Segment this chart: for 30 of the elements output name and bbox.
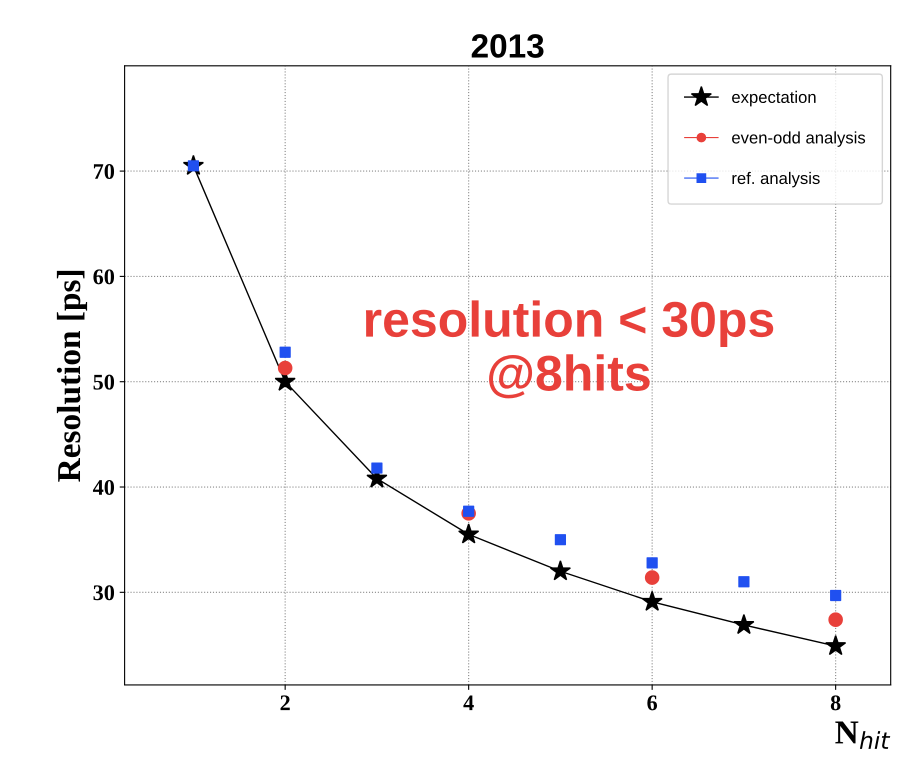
y-tick-label: 30 [93,585,114,600]
legend-label: expectation [732,90,816,106]
x-tick-label: 4 [463,696,474,710]
point [550,560,572,580]
point [644,570,660,585]
annotation: resolution < 30ps @8hits [366,300,774,398]
point [371,462,383,474]
y-tick-label: 70 [94,164,114,180]
x-tick-label: 2 [280,695,290,710]
y-tick-label: 60 [93,269,114,284]
point [733,614,754,634]
point [830,590,842,602]
point [554,534,566,546]
point [278,360,292,376]
point [458,523,480,544]
x-axis-title: N$_{hit}$ [835,722,890,749]
point [646,557,658,568]
point [825,634,846,656]
chart-title: 2013 [472,34,544,58]
point [738,576,750,588]
y-tick-label: 50 [94,374,114,390]
y-tick-label: 40 [92,480,114,495]
legend-label: even-odd analysis [732,131,866,147]
y-axis-title: Resolution [ps] [56,270,88,482]
x-tick-label: 8 [830,695,840,710]
point [280,346,291,358]
point [828,612,843,627]
x-tick-label: 6 [647,695,658,710]
point [642,590,663,611]
legend-label: ref. analysis [732,172,820,188]
